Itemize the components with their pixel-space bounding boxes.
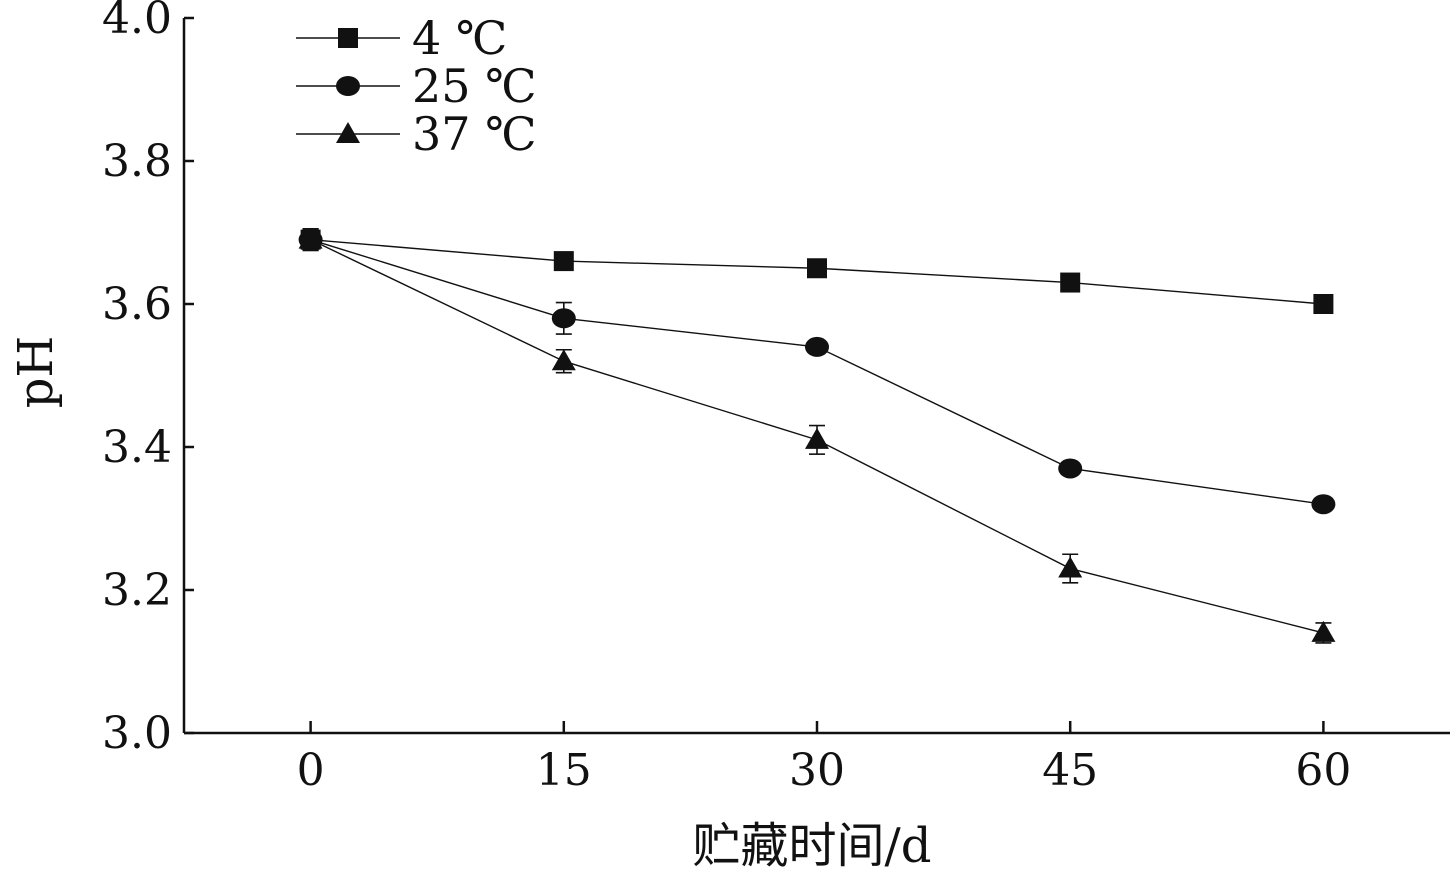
x-tick-label: 45 <box>1042 745 1098 796</box>
legend: 4 ℃25 ℃37 ℃ <box>296 11 537 161</box>
y-axis-title: pH <box>8 336 64 409</box>
series-circle <box>298 228 1336 515</box>
data-point <box>553 251 574 272</box>
y-tick-label: 3.0 <box>102 708 172 759</box>
y-tick-label: 3.4 <box>102 422 172 473</box>
data-point <box>805 336 829 357</box>
axes <box>182 18 1450 735</box>
legend-item: 25 ℃ <box>296 59 537 113</box>
data-point <box>1058 556 1083 578</box>
data-point <box>1060 272 1081 293</box>
y-tick-label: 4.0 <box>102 0 172 44</box>
y-tick-label: 3.8 <box>102 136 172 187</box>
data-point <box>1058 458 1083 479</box>
x-tick-label: 15 <box>536 745 592 796</box>
legend-label: 4 ℃ <box>412 11 507 65</box>
data-point <box>807 258 827 279</box>
legend-label: 25 ℃ <box>412 59 537 113</box>
x-ticks: 0 15 30 45 60 <box>297 721 1351 796</box>
legend-marker <box>336 122 360 143</box>
series-square <box>300 228 1334 314</box>
data-point <box>1313 294 1334 314</box>
y-tick-label: 3.6 <box>102 279 172 330</box>
series-line <box>310 238 1324 505</box>
data-point <box>551 349 576 371</box>
y-ticks: 3.0 3.2 3.4 3.6 3.8 4.0 <box>102 0 194 759</box>
legend-item: 4 ℃ <box>296 11 507 65</box>
y-tick-label: 3.2 <box>102 565 172 616</box>
data-point <box>1311 494 1336 515</box>
legend-label: 37 ℃ <box>412 107 537 161</box>
legend-marker <box>338 28 358 48</box>
series-layer <box>298 227 1336 644</box>
data-point <box>298 227 323 249</box>
legend-marker <box>336 76 360 96</box>
data-point <box>551 308 576 329</box>
data-point <box>805 427 829 449</box>
data-point <box>1311 620 1336 642</box>
x-axis-title: 贮藏时间/d <box>693 818 932 872</box>
legend-item: 37 ℃ <box>296 107 537 161</box>
x-tick-label: 30 <box>789 745 845 796</box>
x-tick-label: 0 <box>297 745 325 796</box>
x-tick-label: 60 <box>1295 745 1351 796</box>
series-triangle <box>298 227 1336 644</box>
